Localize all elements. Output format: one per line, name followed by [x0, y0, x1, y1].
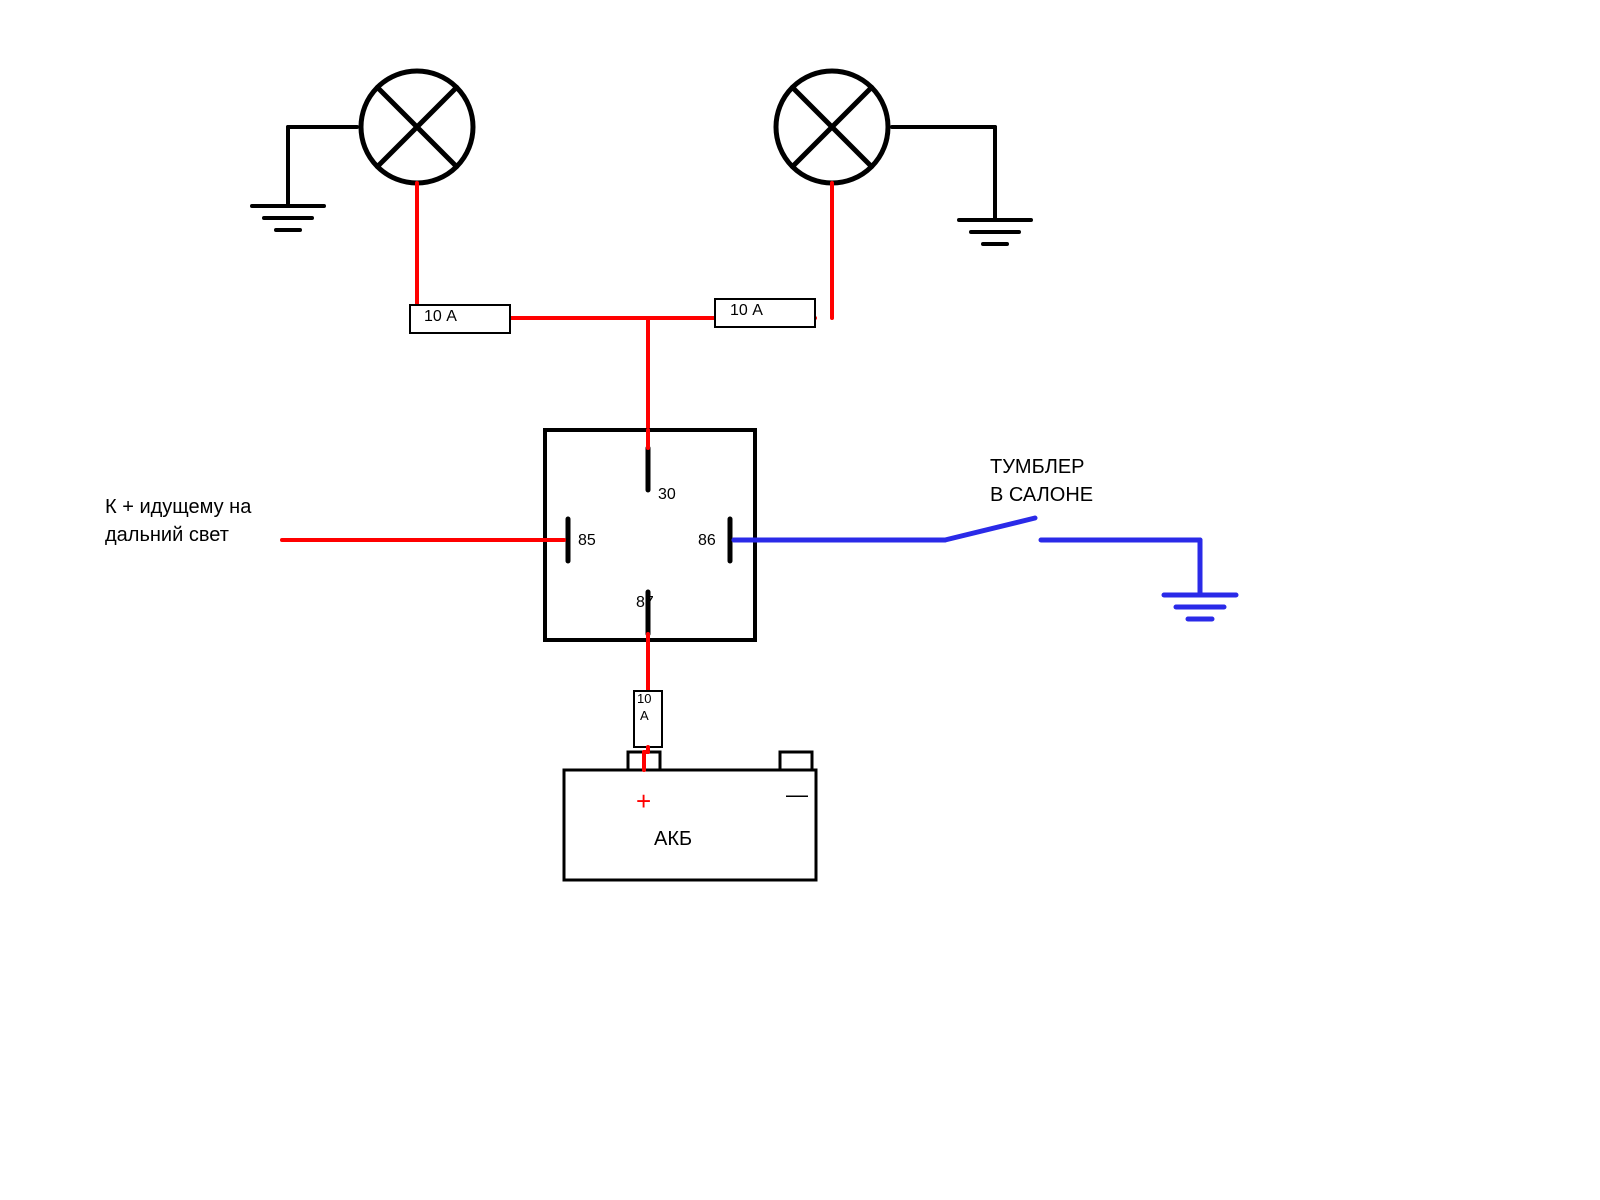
note-left-line2: дальний свет	[105, 524, 229, 547]
note-left-line1: К + идущему на	[105, 496, 251, 519]
pin-87: 87	[636, 594, 654, 612]
fuse-vert-label-1: 10	[637, 692, 651, 705]
battery-minus: —	[786, 782, 808, 808]
battery-label: АКБ	[654, 828, 692, 851]
pin-85: 85	[578, 532, 596, 550]
fuse-vert-label-2: А	[640, 708, 649, 723]
fuse-right-label: 10 А	[730, 302, 763, 320]
pin-86: 86	[698, 532, 716, 550]
note-right-line1: ТУМБЛЕР	[990, 456, 1085, 479]
fuse-left-label: 10 А	[424, 308, 457, 326]
battery-plus: +	[636, 786, 651, 817]
pin-30: 30	[658, 486, 676, 504]
note-right-line2: В САЛОНЕ	[990, 484, 1093, 507]
